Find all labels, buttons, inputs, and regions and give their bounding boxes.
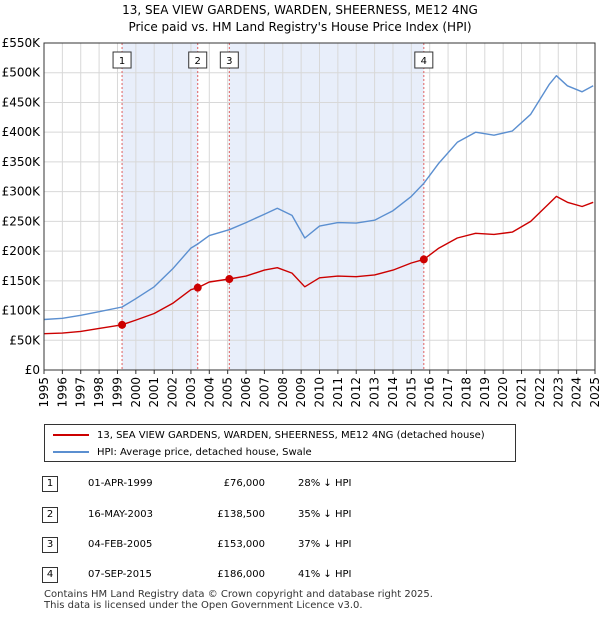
x-tick-label: 2005: [221, 377, 235, 408]
plot-frame: [43, 42, 596, 371]
y-tick-label: £150K: [2, 274, 42, 288]
sale-row: 3 04-FEB-2005 £153,000 37% ↓ HPI: [0, 537, 600, 557]
x-tick-label: 1999: [110, 377, 124, 408]
sale-marker-label: 3: [226, 56, 232, 67]
x-tick-label: 1997: [74, 377, 88, 408]
footer-copyright: Contains HM Land Registry data © Crown c…: [44, 589, 433, 600]
chart-title: 13, SEA VIEW GARDENS, WARDEN, SHEERNESS,…: [0, 2, 600, 36]
legend-label-hpi: HPI: Average price, detached house, Swal…: [97, 446, 312, 458]
sale-date: 01-APR-1999: [88, 478, 153, 489]
x-tick-label: 2010: [313, 377, 327, 408]
sale-number: 1: [42, 476, 58, 492]
legend-item-hpi: HPI: Average price, detached house, Swal…: [53, 444, 312, 460]
sale-row: 1 01-APR-1999 £76,000 28% ↓ HPI: [0, 476, 600, 496]
legend-swatch-property: [53, 434, 89, 436]
y-tick-label: £350K: [2, 155, 42, 169]
y-tick-label: £100K: [2, 304, 42, 318]
legend-item-property: 13, SEA VIEW GARDENS, WARDEN, SHEERNESS,…: [53, 427, 485, 443]
x-tick-label: 2001: [147, 377, 161, 408]
sale-hpi-diff: 28% ↓ HPI: [298, 478, 352, 489]
legend-swatch-hpi: [53, 451, 89, 453]
x-tick-label: 2007: [257, 377, 271, 408]
x-tick-label: 2006: [239, 377, 253, 408]
sale-point: [193, 283, 202, 292]
legend: 13, SEA VIEW GARDENS, WARDEN, SHEERNESS,…: [44, 424, 516, 462]
shaded-period: [229, 43, 424, 370]
sale-marker-box: [219, 51, 239, 69]
sale-date: 16-MAY-2003: [88, 509, 154, 520]
x-tick-label: 2004: [202, 377, 216, 408]
sale-hpi-diff: 37% ↓ HPI: [298, 539, 352, 550]
sale-price: £153,000: [217, 539, 265, 550]
sale-number: 4: [42, 567, 58, 583]
sale-row: 4 07-SEP-2015 £186,000 41% ↓ HPI: [0, 567, 600, 587]
sale-row: 2 16-MAY-2003 £138,500 35% ↓ HPI: [0, 507, 600, 527]
y-tick-label: £200K: [2, 244, 42, 258]
x-tick-label: 2013: [368, 377, 382, 408]
x-tick-label: 2024: [570, 377, 584, 408]
sale-number: 3: [42, 537, 58, 553]
legend-label-property: 13, SEA VIEW GARDENS, WARDEN, SHEERNESS,…: [97, 429, 485, 441]
x-tick-label: 2019: [478, 377, 492, 408]
x-tick-label: 2000: [129, 377, 143, 408]
x-tick-label: 2002: [166, 377, 180, 408]
sale-marker-box: [414, 51, 434, 69]
x-tick-label: 2012: [349, 377, 363, 408]
sale-point: [118, 320, 127, 329]
title-line-1: 13, SEA VIEW GARDENS, WARDEN, SHEERNESS,…: [122, 3, 478, 17]
title-line-2: Price paid vs. HM Land Registry's House …: [128, 20, 472, 34]
x-tick-label: 2016: [423, 377, 437, 408]
sale-price: £138,500: [217, 509, 265, 520]
sale-point: [419, 255, 428, 264]
x-tick-label: 2009: [294, 377, 308, 408]
x-tick-label: 2015: [404, 377, 418, 408]
x-tick-label: 2014: [386, 377, 400, 408]
y-tick-label: £550K: [2, 36, 42, 50]
y-tick-label: £250K: [2, 214, 42, 228]
sale-marker-box: [188, 51, 208, 69]
sale-marker-label: 2: [195, 56, 201, 67]
series-line-property: [43, 195, 594, 335]
sale-date: 07-SEP-2015: [88, 569, 152, 580]
y-tick-label: £50K: [9, 333, 41, 347]
x-tick-label: 2020: [496, 377, 510, 408]
x-tick-label: 1996: [55, 377, 69, 408]
x-tick-label: 1998: [92, 377, 106, 408]
price-chart: 1 2 3 4 £0 £50K £100K £150K £200K £250K £300K £350…: [2, 36, 600, 408]
x-tick-label: 2021: [515, 377, 529, 408]
x-tick-label: 2018: [459, 377, 473, 408]
x-tick-label: 2011: [331, 377, 345, 408]
sale-price: £76,000: [223, 478, 265, 489]
sale-date: 04-FEB-2005: [88, 539, 153, 550]
sale-marker-label: 4: [421, 56, 427, 67]
sale-hpi-diff: 41% ↓ HPI: [298, 569, 352, 580]
sale-price: £186,000: [217, 569, 265, 580]
y-tick-label: £400K: [2, 125, 42, 139]
sale-marker-label: 1: [119, 56, 125, 67]
x-tick-label: 2017: [441, 377, 455, 408]
sale-hpi-diff: 35% ↓ HPI: [298, 509, 352, 520]
x-tick-label: 2008: [276, 377, 290, 408]
sale-point: [225, 275, 234, 284]
y-tick-label: £450K: [2, 95, 42, 109]
series-line-hpi: [43, 75, 594, 321]
x-tick-label: 2022: [533, 377, 547, 408]
x-tick-label: 2025: [588, 377, 600, 408]
sale-number: 2: [42, 507, 58, 523]
y-tick-label: £0: [25, 363, 40, 377]
footer-licence: This data is licensed under the Open Gov…: [44, 600, 363, 611]
footer: Contains HM Land Registry data © Crown c…: [44, 589, 433, 611]
x-tick-label: 1995: [37, 377, 51, 408]
x-tick-label: 2023: [551, 377, 565, 408]
y-tick-label: £500K: [2, 66, 42, 80]
sale-marker-box: [112, 51, 132, 69]
y-tick-label: £300K: [2, 185, 42, 199]
shaded-period: [122, 43, 198, 370]
x-tick-label: 2003: [184, 377, 198, 408]
